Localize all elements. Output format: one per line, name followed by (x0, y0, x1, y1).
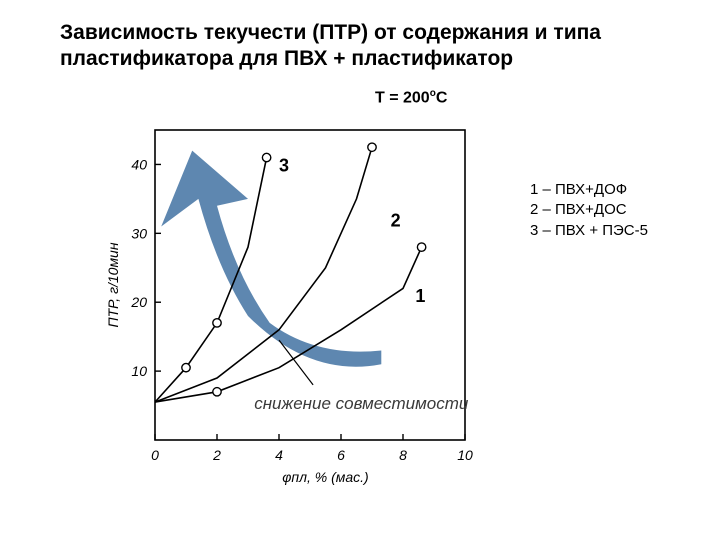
data-marker (368, 143, 376, 151)
legend-item-3: 3 – ПВХ + ПЭС-5 (530, 221, 648, 241)
svg-text:0: 0 (151, 447, 159, 463)
legend-item-1: 1 – ПВХ+ДОФ (530, 180, 648, 200)
svg-text:ПТР, г/10мин: ПТР, г/10мин (105, 242, 121, 327)
data-marker (182, 363, 190, 371)
svg-text:4: 4 (275, 447, 283, 463)
svg-text:8: 8 (399, 447, 407, 463)
svg-text:φпл, % (мас.): φпл, % (мас.) (282, 469, 368, 485)
temperature-value: Т = 200 (375, 89, 430, 106)
temperature-label: Т = 200оС (375, 88, 447, 107)
series-1 (155, 247, 422, 402)
series-label-2: 2 (391, 210, 401, 230)
svg-text:2: 2 (212, 447, 221, 463)
svg-text:30: 30 (131, 225, 147, 241)
svg-text:10: 10 (457, 447, 473, 463)
chart: 0 2 4 6 8 10 10 20 30 40 ПТР, г/10мин φпл, % (мас.)… (100, 115, 500, 495)
data-marker (213, 319, 221, 327)
svg-text:10: 10 (131, 363, 147, 379)
page-title: Зависимость текучести (ПТР) от содержани… (60, 20, 660, 73)
trend-arrow-icon (161, 151, 381, 367)
svg-text:40: 40 (131, 156, 147, 172)
series-label-3: 3 (279, 155, 289, 175)
annotation-text: снижение совместимости (254, 394, 469, 413)
svg-text:20: 20 (130, 294, 147, 310)
data-marker (213, 388, 221, 396)
data-marker (262, 153, 270, 161)
svg-text:6: 6 (337, 447, 345, 463)
series-label-1: 1 (415, 286, 425, 306)
data-marker (417, 243, 425, 251)
legend-item-2: 2 – ПВХ+ДОС (530, 200, 648, 220)
legend: 1 – ПВХ+ДОФ 2 – ПВХ+ДОС 3 – ПВХ + ПЭС-5 (530, 180, 648, 241)
temperature-unit: С (436, 89, 448, 106)
